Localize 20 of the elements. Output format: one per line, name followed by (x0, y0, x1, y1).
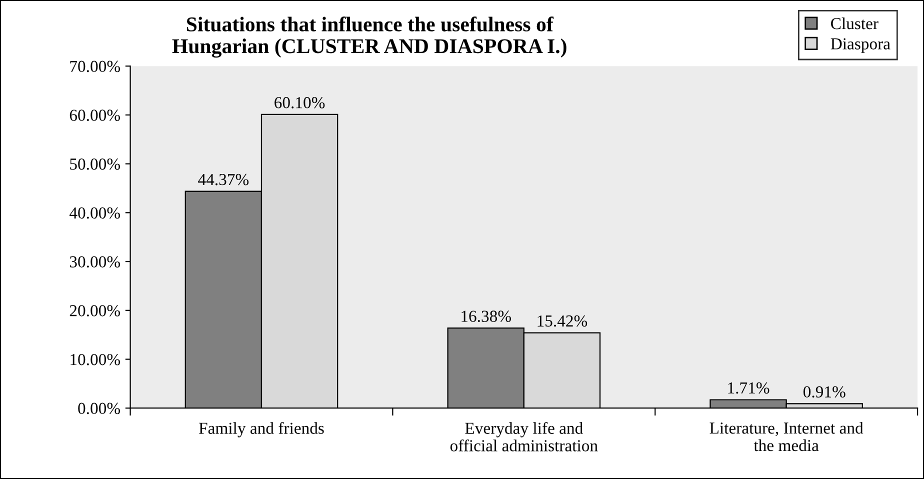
y-tick-label: 10.00% (70, 354, 120, 366)
y-tick-label: 20.00% (70, 305, 120, 316)
legend-label: Cluster (831, 17, 878, 30)
y-tick-label: 30.00% (70, 256, 120, 268)
x-tick-label: Family and friends (199, 422, 324, 438)
y-tick-label: 60.00% (70, 110, 120, 121)
y-tick-label: 70.00% (70, 60, 120, 72)
y-tick-label: 40.00% (70, 207, 120, 219)
y-tick-label: 50.00% (70, 158, 120, 170)
data-label: 15.42% (538, 315, 588, 327)
data-label: 44.37% (198, 174, 249, 186)
data-label: 1.71% (728, 382, 770, 394)
data-label: 60.10% (274, 97, 325, 108)
y-tick-label: 0.00% (78, 402, 120, 414)
legend-label: Diaspora (830, 38, 890, 53)
data-label: 0.91% (803, 386, 846, 398)
chart-title: Situations that influence the usefulness of Hungarian (CLUSTER AND DIASPORA I.) (172, 16, 566, 58)
x-tick-label: Everyday life and official administration (450, 422, 598, 452)
data-label: 16.38% (462, 310, 511, 322)
x-tick-label: Literature, Internet and the media (710, 422, 864, 452)
